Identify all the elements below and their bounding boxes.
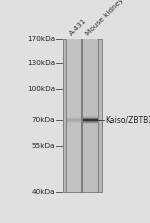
Bar xyxy=(83,115,98,116)
Bar xyxy=(83,119,98,120)
Bar xyxy=(83,124,98,125)
Text: A-431: A-431 xyxy=(68,18,87,37)
Bar xyxy=(83,116,98,117)
Bar xyxy=(83,122,98,123)
Text: Kaiso/ZBTB33: Kaiso/ZBTB33 xyxy=(105,116,150,125)
Bar xyxy=(66,124,81,125)
Text: 100kDa: 100kDa xyxy=(27,87,55,93)
Bar xyxy=(83,118,98,119)
Bar xyxy=(66,119,81,120)
Bar xyxy=(63,39,102,192)
Bar xyxy=(66,117,81,118)
Bar xyxy=(66,116,81,117)
Bar xyxy=(82,39,98,192)
Bar xyxy=(83,123,98,124)
Bar xyxy=(66,120,81,121)
Bar xyxy=(66,39,81,192)
Bar xyxy=(66,122,81,123)
Bar xyxy=(66,121,81,122)
Text: 40kDa: 40kDa xyxy=(31,189,55,195)
Text: Mouse kidney: Mouse kidney xyxy=(85,0,125,37)
Bar xyxy=(83,120,98,121)
Text: 55kDa: 55kDa xyxy=(31,143,55,149)
Text: 170kDa: 170kDa xyxy=(27,36,55,42)
Bar xyxy=(83,125,98,126)
Text: 130kDa: 130kDa xyxy=(27,60,55,66)
Bar xyxy=(66,123,81,124)
Bar xyxy=(66,118,81,119)
Bar xyxy=(83,121,98,122)
Bar xyxy=(83,117,98,118)
Text: 70kDa: 70kDa xyxy=(31,117,55,123)
